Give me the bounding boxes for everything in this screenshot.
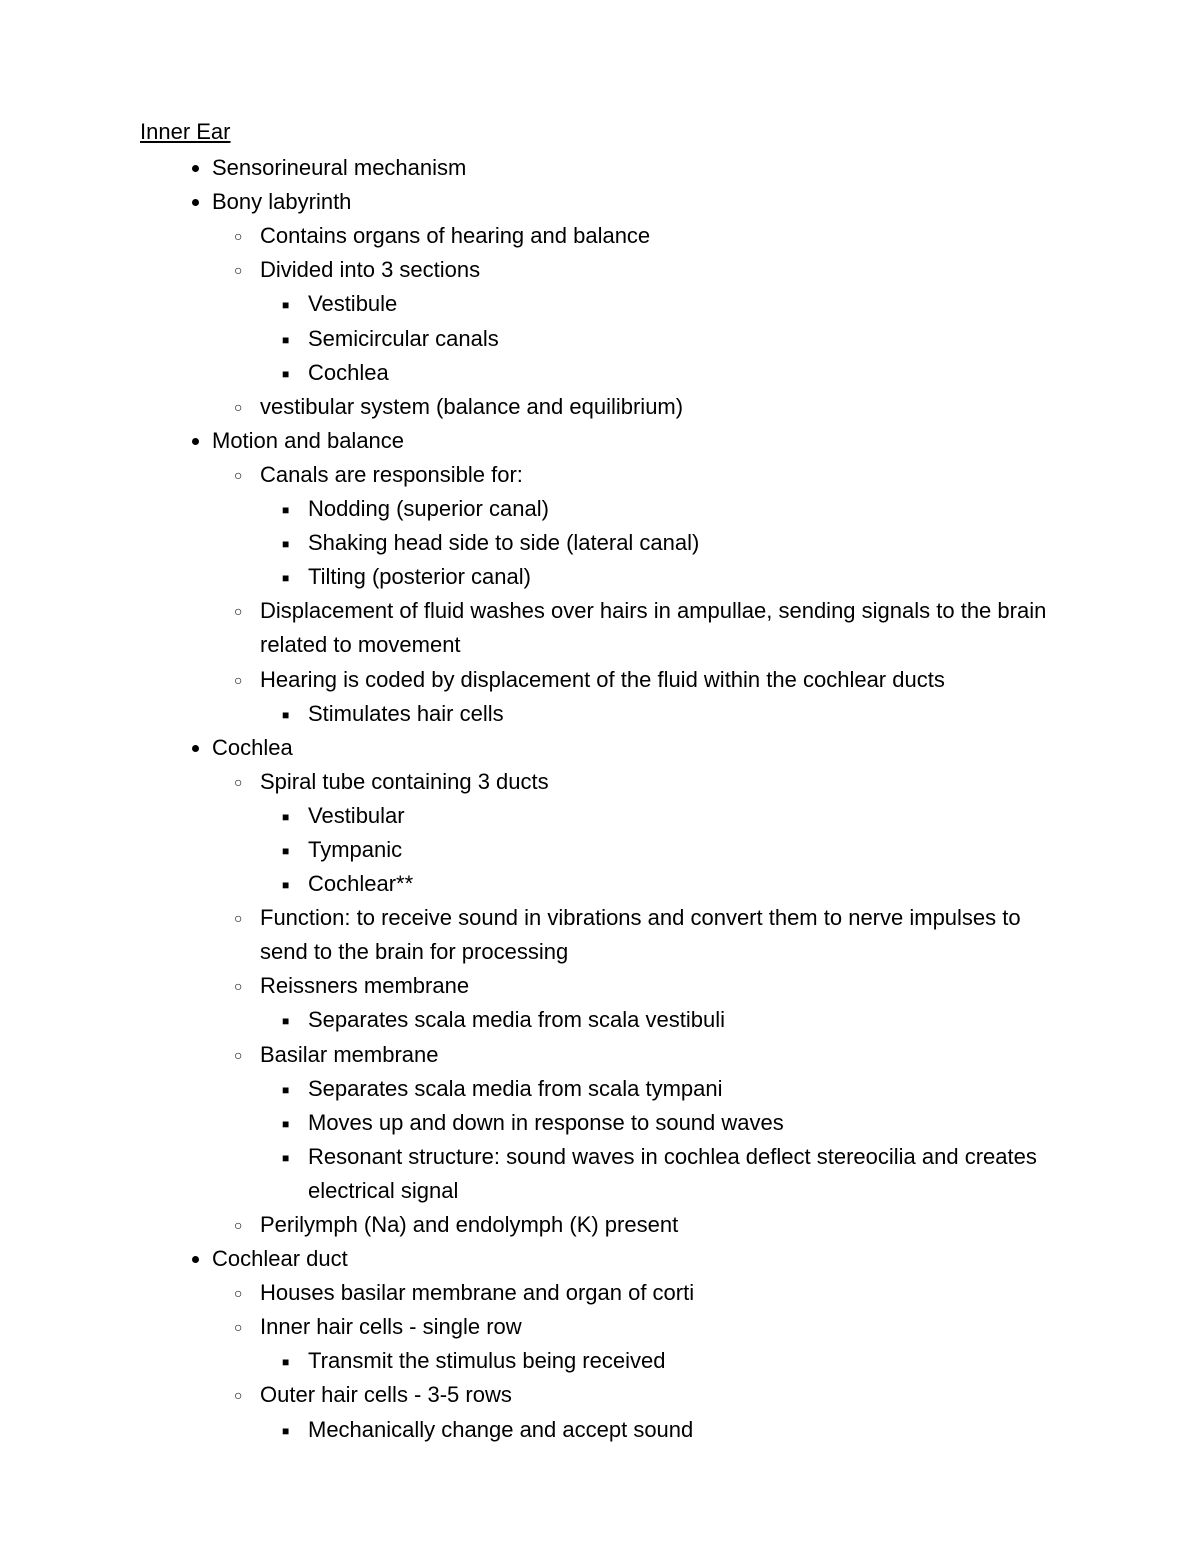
list-item: Separates scala media from scala tympani: [308, 1072, 1060, 1106]
list-item: Inner hair cells - single row Transmit th…: [260, 1310, 1060, 1378]
list-item-text: Inner hair cells - single row: [260, 1314, 522, 1339]
sublist: Spiral tube containing 3 ducts Vestibular…: [212, 765, 1060, 1242]
list-item: Tilting (posterior canal): [308, 560, 1060, 594]
list-item: Displacement of fluid washes over hairs …: [260, 594, 1060, 662]
list-item-text: Divided into 3 sections: [260, 257, 480, 282]
list-item: Cochlea: [308, 356, 1060, 390]
list-item: Transmit the stimulus being received: [308, 1344, 1060, 1378]
list-item-text: Stimulates hair cells: [308, 701, 504, 726]
list-item-text: Semicircular canals: [308, 326, 499, 351]
list-item-text: Displacement of fluid washes over hairs …: [260, 598, 1046, 657]
list-item-text: Bony labyrinth: [212, 189, 351, 214]
sublist: Contains organs of hearing and balance Di…: [212, 219, 1060, 424]
list-item-text: Perilymph (Na) and endolymph (K) present: [260, 1212, 678, 1237]
list-item: Vestibular: [308, 799, 1060, 833]
list-item-text: Mechanically change and accept sound: [308, 1417, 693, 1442]
list-item-text: Canals are responsible for:: [260, 462, 523, 487]
list-item: Divided into 3 sections Vestibule Semicirc…: [260, 253, 1060, 389]
list-item: Canals are responsible for: Nodding (supe…: [260, 458, 1060, 594]
sublist: Nodding (superior canal) Shaking head sid…: [260, 492, 1060, 594]
sublist: Vestibule Semicircular canals Cochlea: [260, 287, 1060, 389]
list-item-text: Resonant structure: sound waves in cochl…: [308, 1144, 1037, 1203]
list-item: Contains organs of hearing and balance: [260, 219, 1060, 253]
sublist: Vestibular Tympanic Cochlear**: [260, 799, 1060, 901]
list-item-text: Spiral tube containing 3 ducts: [260, 769, 549, 794]
sublist: Separates scala media from scala vestibu…: [260, 1003, 1060, 1037]
list-item: Semicircular canals: [308, 322, 1060, 356]
list-item: Reissners membrane Separates scala media …: [260, 969, 1060, 1037]
list-item-text: Transmit the stimulus being received: [308, 1348, 665, 1373]
list-item-text: Houses basilar membrane and organ of cor…: [260, 1280, 694, 1305]
document-title: Inner Ear: [140, 115, 1060, 149]
sublist: Mechanically change and accept sound: [260, 1413, 1060, 1447]
list-item: Nodding (superior canal): [308, 492, 1060, 526]
sublist: Canals are responsible for: Nodding (supe…: [212, 458, 1060, 731]
list-item: Bony labyrinth Contains organs of hearing…: [212, 185, 1060, 424]
list-item-text: Function: to receive sound in vibrations…: [260, 905, 1021, 964]
list-item: Moves up and down in response to sound w…: [308, 1106, 1060, 1140]
list-item: Basilar membrane Separates scala media fr…: [260, 1038, 1060, 1208]
list-item: vestibular system (balance and equilibri…: [260, 390, 1060, 424]
list-item-text: Separates scala media from scala tympani: [308, 1076, 723, 1101]
list-item-text: Moves up and down in response to sound w…: [308, 1110, 784, 1135]
list-item-text: Sensorineural mechanism: [212, 155, 466, 180]
list-item-text: vestibular system (balance and equilibri…: [260, 394, 683, 419]
list-item-text: Tympanic: [308, 837, 402, 862]
list-item-text: Cochlear duct: [212, 1246, 348, 1271]
list-item: Perilymph (Na) and endolymph (K) present: [260, 1208, 1060, 1242]
outline-root: Sensorineural mechanism Bony labyrinth Con…: [140, 151, 1060, 1447]
list-item-text: Vestibule: [308, 291, 397, 316]
list-item: Separates scala media from scala vestibu…: [308, 1003, 1060, 1037]
sublist: Houses basilar membrane and organ of cor…: [212, 1276, 1060, 1446]
list-item-text: Tilting (posterior canal): [308, 564, 531, 589]
list-item: Stimulates hair cells: [308, 697, 1060, 731]
list-item: Cochlear duct Houses basilar membrane and…: [212, 1242, 1060, 1447]
list-item-text: Cochlea: [212, 735, 293, 760]
list-item: Hearing is coded by displacement of the …: [260, 663, 1060, 731]
list-item: Mechanically change and accept sound: [308, 1413, 1060, 1447]
list-item: Function: to receive sound in vibrations…: [260, 901, 1060, 969]
list-item-text: Vestibular: [308, 803, 405, 828]
list-item: Shaking head side to side (lateral canal…: [308, 526, 1060, 560]
list-item-text: Cochlear**: [308, 871, 413, 896]
list-item: Sensorineural mechanism: [212, 151, 1060, 185]
list-item: Houses basilar membrane and organ of cor…: [260, 1276, 1060, 1310]
list-item: Cochlea Spiral tube containing 3 ducts Ves…: [212, 731, 1060, 1242]
list-item-text: Motion and balance: [212, 428, 404, 453]
sublist: Transmit the stimulus being received: [260, 1344, 1060, 1378]
sublist: Separates scala media from scala tympani…: [260, 1072, 1060, 1208]
list-item: Resonant structure: sound waves in cochl…: [308, 1140, 1060, 1208]
list-item: Cochlear**: [308, 867, 1060, 901]
document-page: Inner Ear Sensorineural mechanism Bony la…: [0, 0, 1200, 1507]
list-item-text: Reissners membrane: [260, 973, 469, 998]
list-item: Vestibule: [308, 287, 1060, 321]
list-item: Tympanic: [308, 833, 1060, 867]
list-item-text: Shaking head side to side (lateral canal…: [308, 530, 699, 555]
list-item: Outer hair cells - 3-5 rows Mechanically …: [260, 1378, 1060, 1446]
list-item-text: Outer hair cells - 3-5 rows: [260, 1382, 512, 1407]
list-item-text: Basilar membrane: [260, 1042, 439, 1067]
list-item-text: Hearing is coded by displacement of the …: [260, 667, 945, 692]
list-item: Spiral tube containing 3 ducts Vestibular…: [260, 765, 1060, 901]
sublist: Stimulates hair cells: [260, 697, 1060, 731]
list-item-text: Nodding (superior canal): [308, 496, 549, 521]
list-item-text: Cochlea: [308, 360, 389, 385]
list-item-text: Contains organs of hearing and balance: [260, 223, 650, 248]
list-item: Motion and balance Canals are responsible…: [212, 424, 1060, 731]
list-item-text: Separates scala media from scala vestibu…: [308, 1007, 725, 1032]
